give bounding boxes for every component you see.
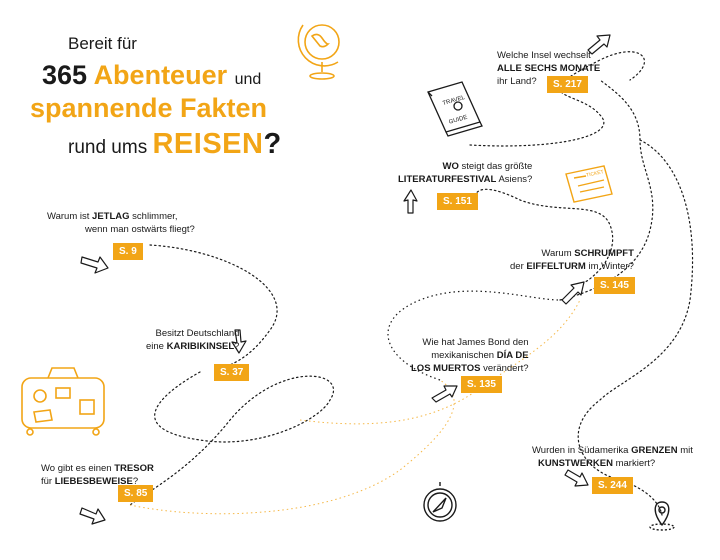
arrow-icon-eiffel (561, 281, 585, 305)
question-text: Asiens? (496, 174, 533, 185)
headline-line-2: 365 Abenteuer und (42, 60, 261, 91)
question-text: Besitzt Deutschland (155, 328, 240, 339)
page-badge-karibik: S. 37 (214, 364, 250, 381)
question-keyword: EIFFELTURM (526, 261, 586, 272)
question-jetlag: Warum ist JETLAG schlimmer, wenn man ost… (47, 210, 195, 236)
guide-text-2: GUIDE (448, 115, 468, 126)
headline-line-3: spannende Fakten (30, 93, 268, 123)
dotted-route-center (129, 379, 455, 515)
travel-guide-icon: TRAVEL GUIDE (427, 81, 483, 137)
suitcase-icon (21, 367, 105, 436)
question-keyword: LOS MUERTOS (411, 363, 481, 374)
headline-abenteuer: Abenteuer (93, 60, 228, 90)
question-literatur: WO steigt das größte LITERATURFESTIVAL A… (398, 160, 532, 186)
question-text: Wurden in Südamerika (532, 445, 632, 456)
question-text: verändert? (480, 363, 529, 374)
question-keyword: SCHRUMPFT (574, 248, 634, 259)
ticket-text: TICKET (586, 169, 605, 179)
question-text: mit (677, 445, 693, 456)
headline-number: 365 (42, 60, 88, 90)
question-text: Wo gibt es einen (41, 463, 115, 474)
headline-line-4: rund ums REISEN? (68, 128, 282, 161)
question-keyword: ALLE SECHS MONATE (497, 63, 601, 74)
question-text: wenn man ostwärts fliegt? (85, 224, 195, 235)
question-tresor: Wo gibt es einen TRESOR für LIEBESBEWEIS… (41, 462, 154, 488)
question-insel: Welche Insel wechselt ALLE SECHS MONATE … (497, 49, 600, 88)
arrow-icon-insel (587, 34, 611, 55)
question-keyword: TRESOR (114, 463, 154, 474)
arrow-icon-jetlag (80, 256, 109, 274)
arrow-icon-bond (431, 385, 458, 403)
arrow-icon-grenzen (564, 469, 589, 487)
question-text: im Winter? (585, 261, 634, 272)
page-badge-tresor: S. 85 (118, 485, 154, 502)
question-text: ? (132, 476, 139, 487)
question-keyword: DÍA DE (496, 350, 529, 361)
page-badge-literatur: S. 151 (437, 193, 478, 210)
question-text: Welche Insel wechselt (497, 50, 591, 61)
question-text: mexikanischen (431, 350, 497, 361)
question-text: der (510, 261, 527, 272)
question-keyword: LITERATURFESTIVAL (398, 174, 497, 185)
ticket-icon: TICKET (565, 165, 613, 203)
headline-reisen: REISEN (152, 128, 264, 160)
question-text: schlimmer, (129, 211, 178, 222)
question-karibik: Besitzt Deutschland eine KARIBIKINSEL? (146, 327, 239, 353)
arrow-icon-tresor (79, 507, 106, 525)
question-text: Wie hat James Bond den (422, 337, 529, 348)
question-keyword: KARIBIKINSEL (166, 341, 235, 352)
headline-question-mark: ? (263, 128, 282, 160)
page-badge-eiffel: S. 145 (594, 277, 635, 294)
headline-rund-ums: rund ums (68, 137, 148, 158)
question-text: Warum (541, 248, 575, 259)
question-text: ihr Land? (497, 76, 537, 87)
question-keyword: LIEBESBEWEISE (54, 476, 133, 487)
question-keyword: KUNSTWERKEN (538, 458, 613, 469)
question-text: markiert? (612, 458, 656, 469)
page-badge-bond: S. 135 (461, 376, 502, 393)
page-badge-grenzen: S. 244 (592, 477, 633, 494)
page-badge-insel: S. 217 (547, 76, 588, 93)
question-grenzen: Wurden in Südamerika GRENZEN mit KUNSTWE… (532, 444, 693, 470)
headline-line-1: Bereit für (68, 34, 137, 53)
question-bond: Wie hat James Bond den mexikanischen DÍA… (411, 336, 529, 375)
question-text: Warum ist (47, 211, 93, 222)
page-badge-jetlag: S. 9 (113, 243, 143, 260)
compass-icon (423, 482, 457, 522)
location-pin-icon (649, 501, 675, 531)
headline-und: und (234, 71, 262, 88)
question-text: steigt das größte (458, 161, 533, 172)
question-text: eine (146, 341, 167, 352)
question-keyword: GRENZEN (631, 445, 678, 456)
arrow-icon-karibik (231, 329, 247, 354)
question-text: ? (234, 341, 240, 352)
question-keyword: JETLAG (92, 211, 130, 222)
arrow-icon-literatur (403, 189, 418, 214)
globe-icon (297, 24, 340, 80)
question-keyword: WO (442, 161, 459, 172)
question-eiffel: Warum SCHRUMPFT der EIFFELTURM im Winter… (510, 247, 634, 273)
question-text: für (41, 476, 55, 487)
